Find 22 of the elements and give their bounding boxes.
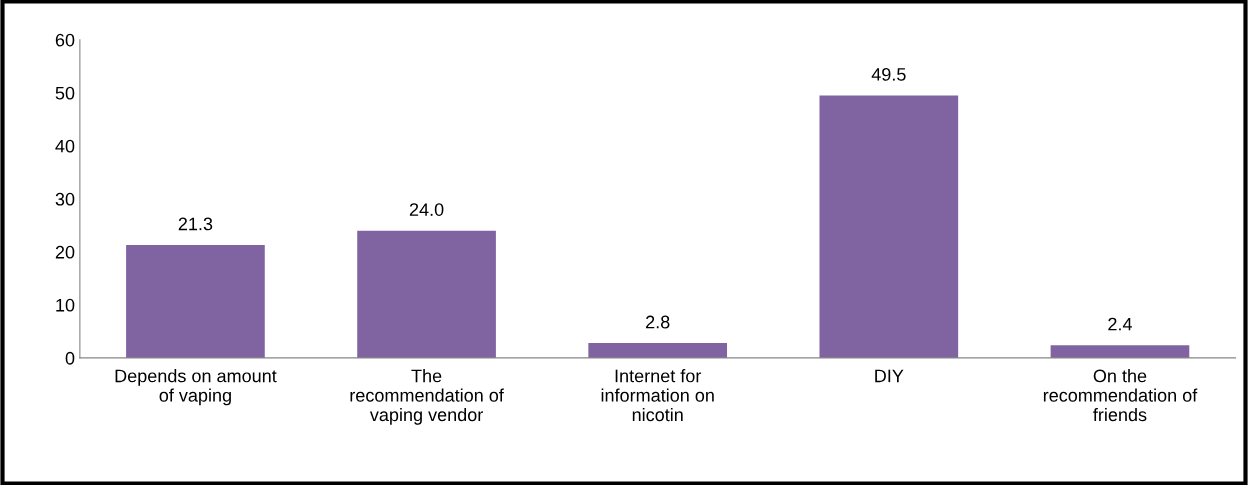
bar	[1050, 345, 1190, 358]
bar	[819, 95, 959, 358]
x-tick-label: DIY	[875, 369, 904, 383]
y-tick-label: 10	[56, 298, 75, 312]
y-tick-label: 0	[65, 351, 75, 365]
bar	[357, 230, 496, 358]
bar	[588, 343, 728, 358]
bar	[126, 244, 265, 358]
data-label: 49.5	[871, 67, 906, 81]
y-tick-label: 60	[55, 33, 75, 47]
y-tick-label: 30	[55, 192, 75, 206]
data-label: 2.4	[1108, 317, 1132, 331]
y-tick-label: 50	[55, 86, 75, 100]
x-tick-label: Depends on amount of vaping	[115, 369, 277, 406]
data-label: 2.8	[646, 315, 670, 329]
x-tick-label: Internet for information on nicotin	[601, 369, 714, 422]
x-tick-label: On the recommendation of friends	[1043, 369, 1198, 422]
x-tick-label: The recommendation of vaping vendor	[350, 369, 504, 425]
data-label: 21.3	[178, 217, 213, 231]
data-label: 24.0	[409, 203, 444, 216]
y-tick-label: 20	[55, 245, 75, 259]
y-tick-label: 40	[55, 139, 75, 153]
